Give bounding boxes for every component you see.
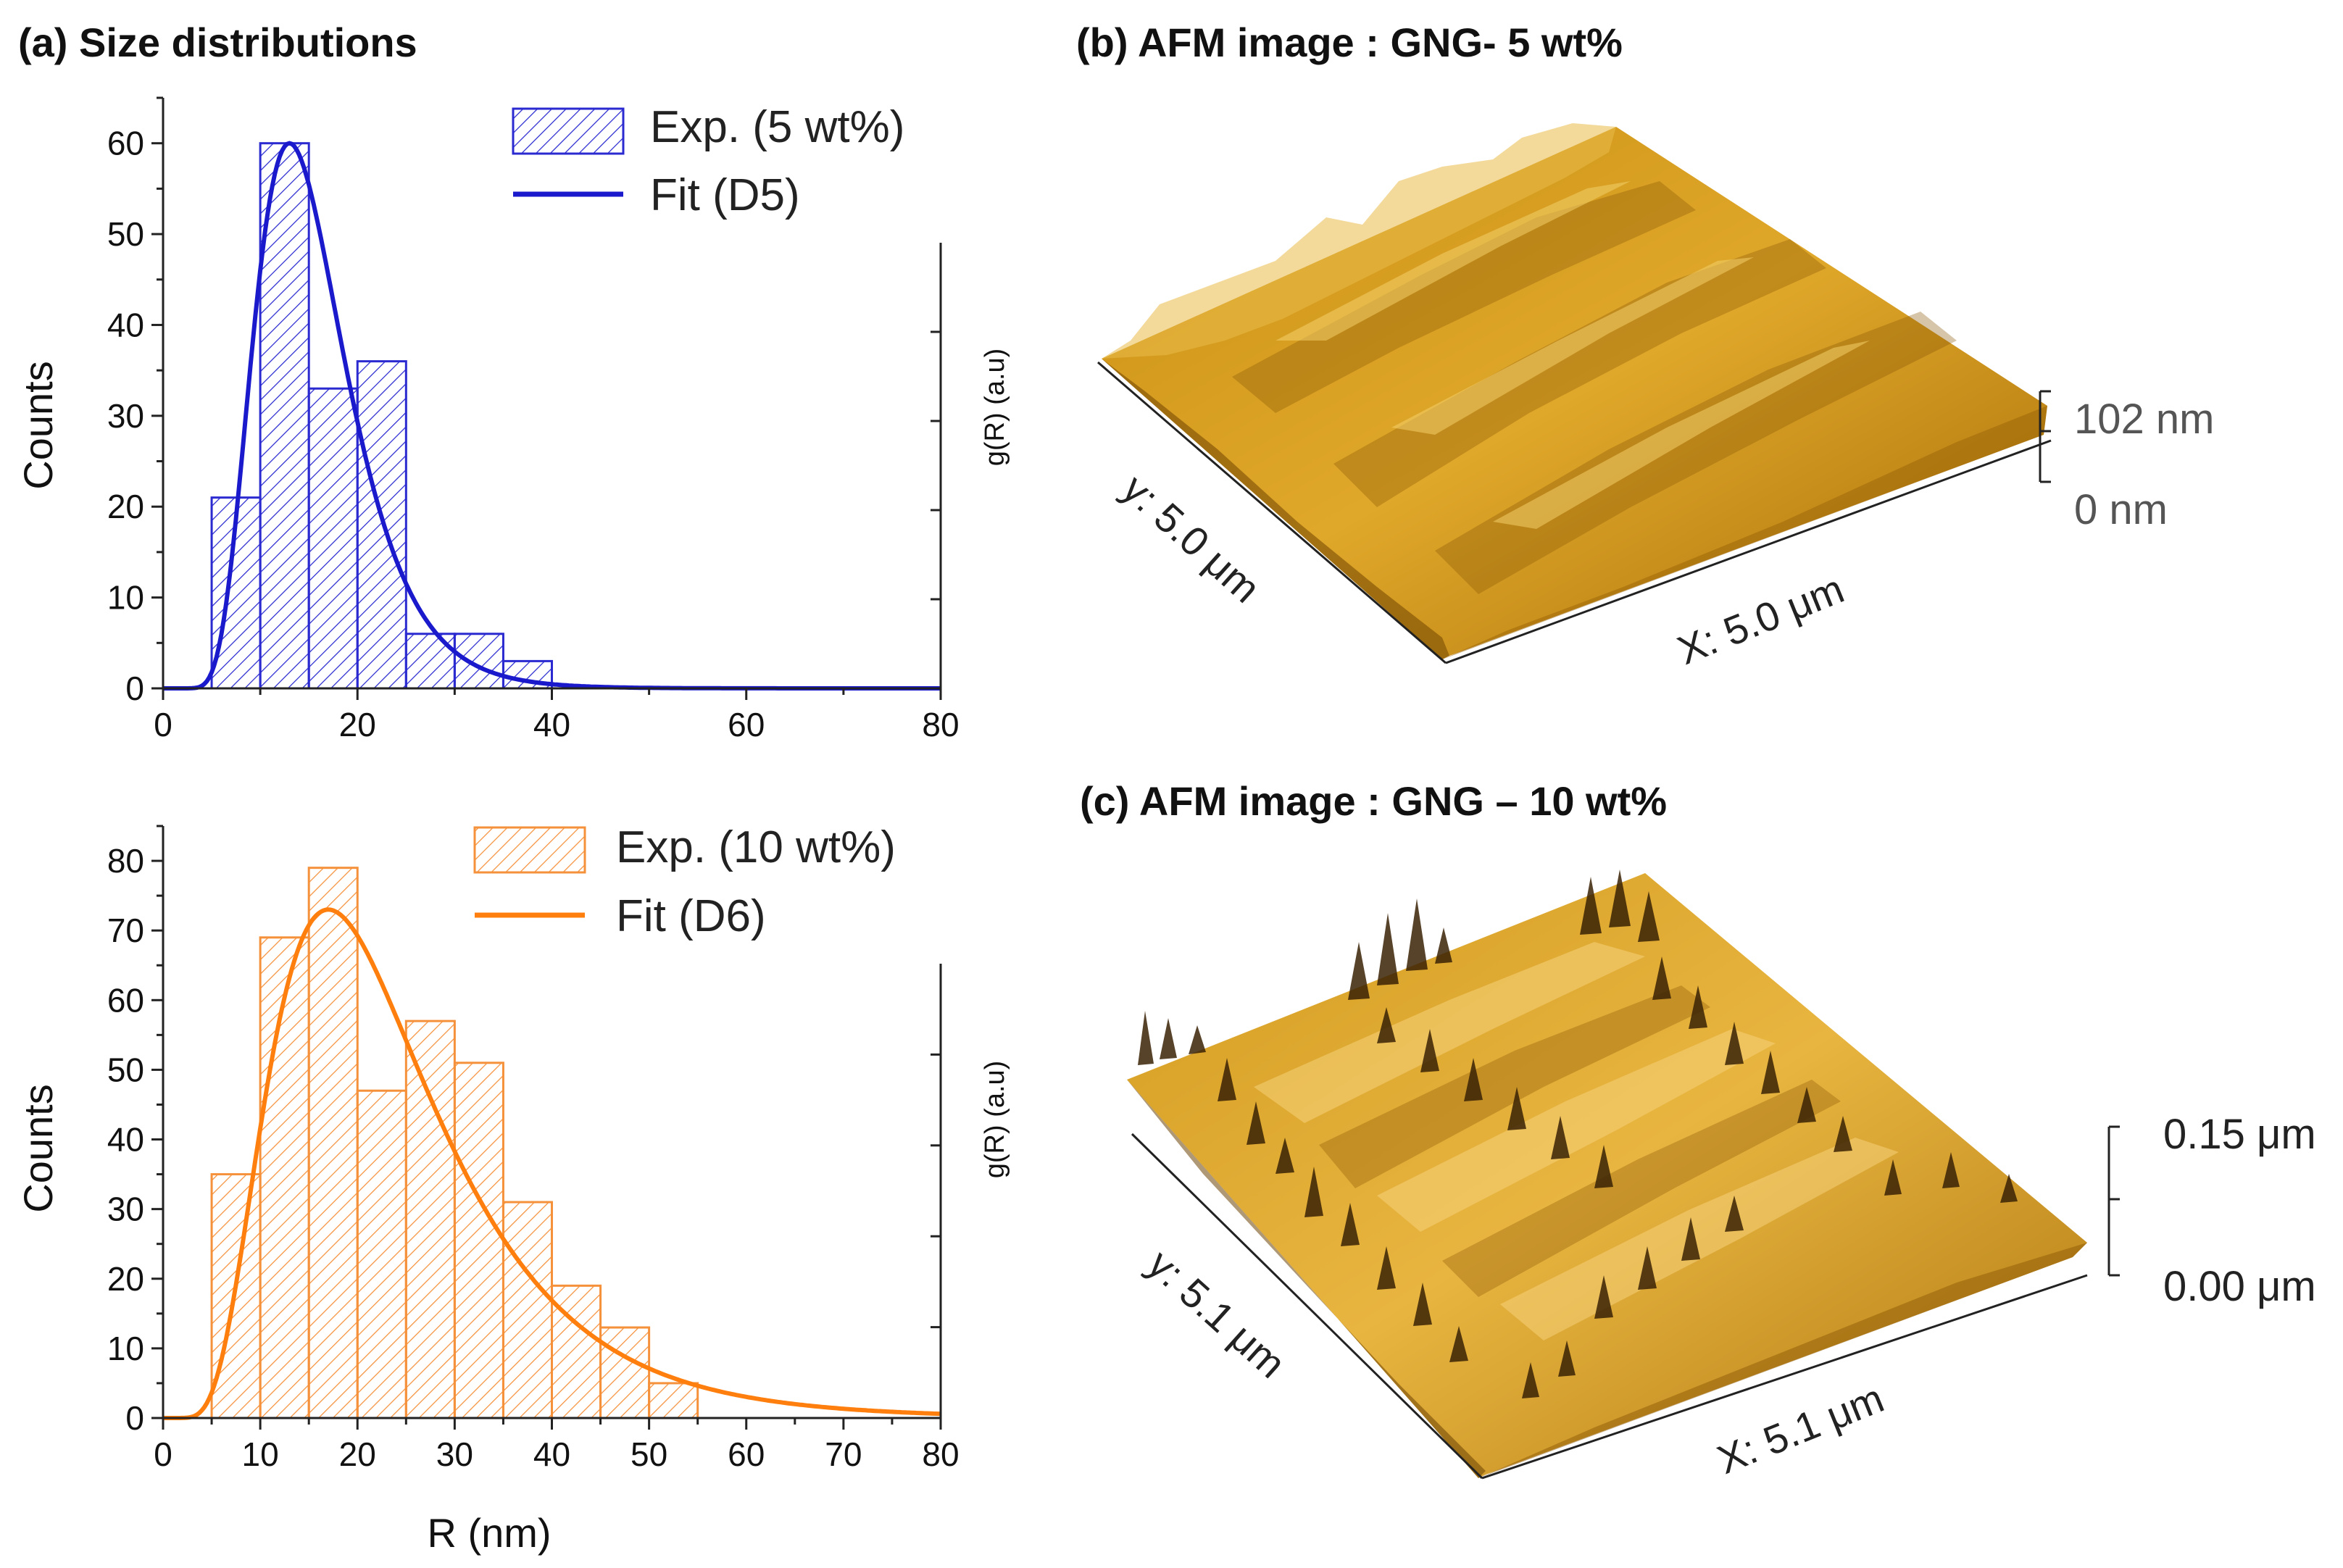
bar-35: [502, 1201, 553, 1419]
bar-30: [453, 1062, 504, 1419]
bar-10: [259, 142, 310, 690]
bar-25: [404, 1019, 456, 1419]
afm-b-x-label: X: 5.0 μm: [1671, 566, 1850, 674]
right-axis-title: g(R) (a.u): [980, 1061, 1010, 1179]
afm-b-height-scale: [2039, 390, 2051, 483]
histogram-10wt: 0 10 20 30 40 50 60 70 80 0 10 20 30 40 50 60 70 80 R (n…: [15, 822, 1010, 1556]
afm-b-y-label: y: 5.0 μm: [1114, 465, 1269, 612]
y-tick-label: 10: [107, 1330, 144, 1367]
y-tick-label: 0: [125, 670, 144, 707]
histogram-5wt: 0 20 40 60 80 0 10 20 30 40 50 60 Counts g(R) (a.u…: [15, 96, 1010, 743]
x-tick-label: 20: [339, 706, 376, 743]
legend-bars-label: Exp. (5 wt%): [650, 102, 904, 152]
afm-c-y-axis: [1131, 1133, 1483, 1480]
x-tick-label: 80: [922, 706, 959, 743]
legend-bars-swatch: [512, 107, 625, 155]
bar-15: [307, 867, 359, 1419]
x-tick-label: 30: [436, 1435, 473, 1473]
legend-bars-label: Exp. (10 wt%): [616, 822, 896, 872]
bar-50: [648, 1382, 699, 1419]
legend-fit-label: Fit (D6): [616, 891, 766, 941]
bar-25: [404, 633, 456, 690]
afm-c-height-scale: [2107, 1125, 2120, 1277]
y-axis-title: Counts: [15, 361, 61, 489]
y-tick-labels: 0 10 20 30 40 50 60 70 80: [107, 842, 144, 1437]
legend-bars-swatch: [473, 826, 586, 874]
x-tick-label: 40: [533, 706, 570, 743]
x-tick-label: 60: [728, 1435, 765, 1473]
afm-c-y-label: y: 5.1 μm: [1139, 1240, 1294, 1387]
y-axis-title: Counts: [15, 1084, 61, 1212]
x-tick-label: 20: [339, 1435, 376, 1473]
afm-b-scale-top: 102 nm: [2074, 396, 2214, 443]
afm-c-x-axis: [1481, 1274, 2088, 1480]
y-tick-label: 40: [107, 1121, 144, 1159]
y-tick-label: 70: [107, 912, 144, 949]
afm-c-x-label: X: 5.1 μm: [1711, 1375, 1890, 1483]
x-tick-label: 60: [728, 706, 765, 743]
x-tick-labels: 0 20 40 60 80: [154, 706, 959, 743]
y-tick-label: 0: [125, 1399, 144, 1437]
x-tick-label: 10: [242, 1435, 279, 1473]
y-tick-label: 20: [107, 488, 144, 525]
axes: [151, 96, 942, 700]
y-tick-labels: 0 10 20 30 40 50 60: [107, 125, 144, 707]
y-tick-label: 30: [107, 397, 144, 435]
x-tick-label: 80: [922, 1435, 959, 1473]
axes: [151, 825, 942, 1430]
fit-curve: [163, 907, 941, 1420]
afm-c-scale-bottom: 0.00 μm: [2163, 1263, 2316, 1310]
y-tick-label: 60: [107, 981, 144, 1019]
x-tick-label: 50: [631, 1435, 667, 1473]
afm-c-scale-top: 0.15 μm: [2163, 1111, 2316, 1158]
bars-group: [210, 867, 699, 1419]
y-tick-label: 20: [107, 1260, 144, 1298]
afm-b-scale-bottom: 0 nm: [2074, 486, 2168, 533]
right-axis-title: g(R) (a.u): [980, 349, 1010, 467]
afm-b-x-axis: [1445, 439, 2052, 664]
y-tick-label: 60: [107, 125, 144, 162]
y-tick-label: 50: [107, 215, 144, 253]
x-tick-label: 40: [533, 1435, 570, 1473]
y-tick-label: 50: [107, 1051, 144, 1088]
bar-30: [453, 633, 504, 690]
bar-20: [356, 1089, 407, 1419]
x-tick-label: 0: [154, 706, 172, 743]
y-tick-label: 30: [107, 1190, 144, 1228]
x-tick-label: 70: [825, 1435, 862, 1473]
x-tick-label: 0: [154, 1435, 172, 1473]
bars-group: [210, 142, 553, 690]
bar-15: [307, 387, 359, 690]
afm-b-surface: [1102, 123, 2047, 659]
y-tick-label: 40: [107, 306, 144, 343]
afm-c-spikes: [1138, 870, 2018, 1398]
panel-a-title: (a) Size distributions: [18, 20, 417, 65]
afm-c-surface: [1127, 870, 2087, 1478]
legend-fit-label: Fit (D5): [650, 170, 800, 220]
x-tick-labels: 0 10 20 30 40 50 60 70 80: [154, 1435, 959, 1473]
bar-45: [599, 1326, 651, 1419]
afm-c-title: (c) AFM image : GNG – 10 wt%: [1080, 778, 1667, 824]
afm-b-title: (b) AFM image : GNG- 5 wt%: [1076, 20, 1623, 65]
x-axis-title: R (nm): [427, 1510, 551, 1556]
y-tick-label: 80: [107, 842, 144, 880]
bar-10: [259, 936, 310, 1419]
afm-b-y-axis: [1097, 361, 1447, 664]
y-tick-label: 10: [107, 579, 144, 617]
